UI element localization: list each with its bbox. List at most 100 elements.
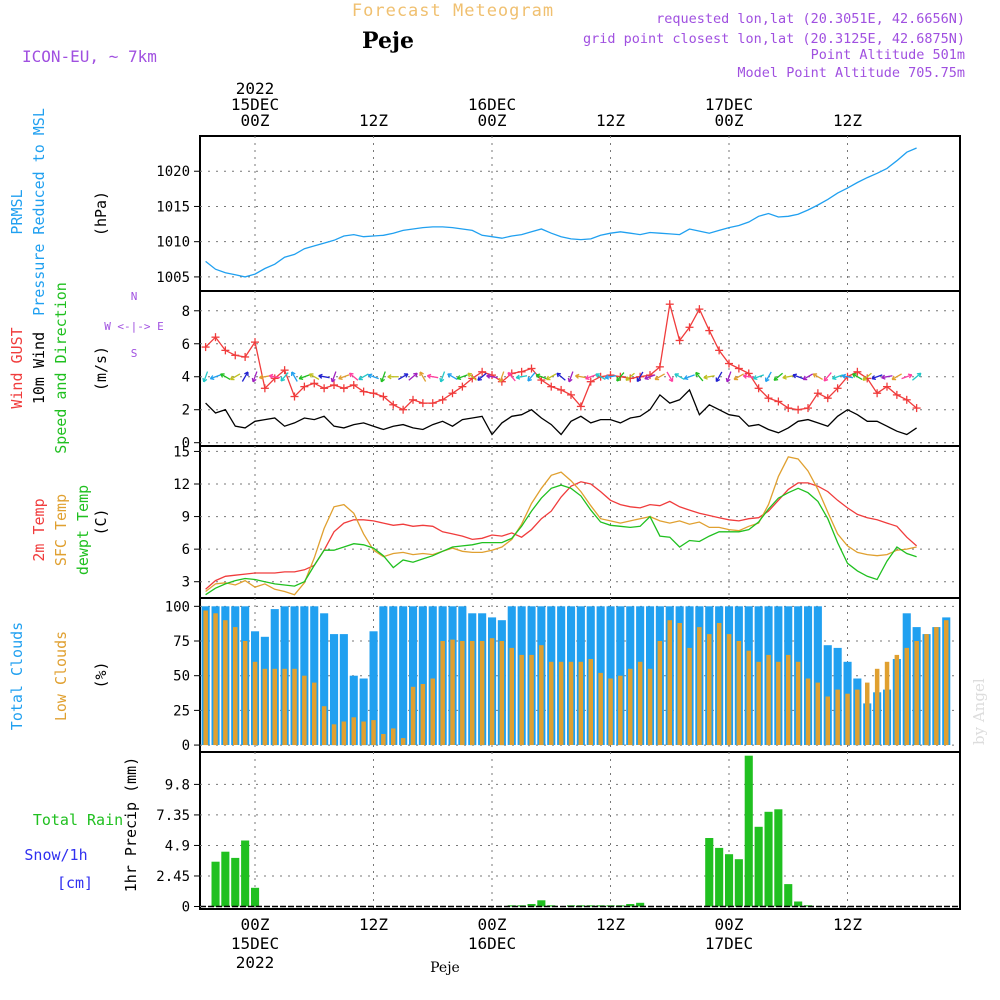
wind-arrow (674, 373, 685, 381)
bar-low-clouds (618, 675, 623, 746)
y-tick-label: 50 (173, 669, 190, 685)
bar-low-clouds (213, 613, 218, 746)
temp2m-label: 2m Temp (30, 498, 48, 561)
y-tick-label: 4 (182, 370, 190, 386)
wind-arrow (575, 373, 587, 379)
gust-point (418, 399, 427, 408)
wind-arrow (733, 373, 744, 381)
bar-total-rain (705, 838, 714, 907)
panel-clouds: 0 25 50 75 100 (%) (92, 597, 961, 754)
wind-arrow (380, 371, 386, 383)
bar-total-clouds (409, 606, 418, 745)
gust-point (547, 382, 556, 391)
y-tick-label: 25 (173, 703, 190, 719)
bar-low-clouds (252, 661, 258, 745)
panel-frame (199, 751, 961, 910)
wind-arrow (852, 373, 863, 381)
bar-low-clouds (786, 654, 791, 746)
wind-arrow (773, 372, 784, 381)
bottom-time-label: 12Z (359, 915, 388, 934)
bar-low-clouds (924, 634, 929, 746)
gust-point (715, 346, 724, 355)
gust-point (221, 346, 230, 355)
bar-low-clouds (391, 728, 396, 745)
bar-low-clouds (628, 668, 633, 746)
gust-point (359, 387, 368, 396)
wind-arrow (387, 374, 399, 380)
bar-low-clouds (499, 641, 505, 746)
gust-point (399, 405, 408, 414)
bar-low-clouds (302, 675, 307, 746)
bar-total-rain (547, 905, 556, 907)
gust-point (823, 394, 832, 403)
bottom-time-label: 00Z (478, 915, 507, 934)
bar-low-clouds (825, 696, 830, 746)
gust-point (734, 364, 743, 373)
wind-arrow (280, 372, 289, 382)
plot-area (205, 147, 917, 278)
pressure-label-long: Pressure Reduced to MSL (30, 108, 48, 316)
bar-total-clouds (300, 606, 309, 745)
wind-arrow (318, 373, 330, 379)
wind-arrow (486, 373, 498, 379)
gust-point (705, 326, 714, 335)
gust-point (853, 367, 862, 376)
y-tick-label: 75 (173, 634, 190, 650)
bar-total-rain (784, 884, 793, 907)
wind-arrow (298, 374, 310, 381)
panel-temperature: 3 6 9 12 15 (C) (92, 444, 961, 599)
bar-low-clouds (558, 661, 564, 745)
wind-arrow (725, 371, 732, 383)
bar-low-clouds (697, 627, 702, 745)
bar-low-clouds (608, 678, 613, 746)
series-line-10m-wind (205, 388, 917, 436)
bar-total-clouds (428, 606, 437, 745)
wind-arrow (556, 372, 566, 381)
bar-low-clouds (598, 672, 603, 745)
bar-low-clouds (874, 668, 880, 746)
bar-low-clouds (282, 668, 287, 746)
panel-frame (199, 290, 961, 447)
dewpt-label: dewpt Temp (74, 485, 92, 575)
bar-total-clouds (359, 678, 368, 746)
panel-wind: 0 2 4 6 8 (m/s) (92, 290, 961, 452)
wind-arrow (792, 373, 804, 380)
top-time-label: 12Z (833, 111, 862, 130)
bar-low-clouds (944, 620, 949, 746)
wind-arrow (545, 373, 557, 381)
bar-low-clouds (223, 620, 228, 746)
snow-label: Snow/1h (24, 846, 87, 864)
gust-point (280, 366, 289, 375)
credit-watermark: by Angel (970, 678, 988, 745)
gust-point (369, 389, 378, 398)
bar-total-clouds (823, 645, 832, 746)
gust-point (349, 380, 358, 389)
plot-area (201, 606, 951, 746)
y-tick-label: 15 (173, 444, 190, 460)
gust-point (290, 392, 299, 401)
wind-arrow (742, 373, 755, 379)
bar-low-clouds (677, 623, 682, 746)
y-tick-label: 100 (165, 599, 190, 615)
wind-arrow (604, 374, 617, 380)
wind-arrow (398, 373, 409, 381)
chart-title: Forecast Meteogram (352, 1, 554, 21)
series-line-dewpt-temp (205, 484, 917, 596)
wind-arrow (881, 374, 893, 380)
gust-point (774, 397, 783, 406)
bar-low-clouds (489, 638, 495, 745)
bar-low-clouds (736, 641, 742, 746)
wind-arrow (695, 371, 704, 382)
wind-arrow (408, 372, 418, 381)
wind-arrow (823, 372, 832, 382)
bar-low-clouds (657, 641, 663, 746)
wind-arrow (209, 374, 221, 381)
bar-low-clouds (529, 654, 534, 746)
gust-point (310, 379, 319, 388)
wind-arrow (683, 374, 695, 381)
gust-point (211, 333, 220, 342)
y-tick-label: 3 (182, 575, 190, 591)
wind-arrow (644, 374, 656, 381)
bar-low-clouds (539, 645, 544, 746)
